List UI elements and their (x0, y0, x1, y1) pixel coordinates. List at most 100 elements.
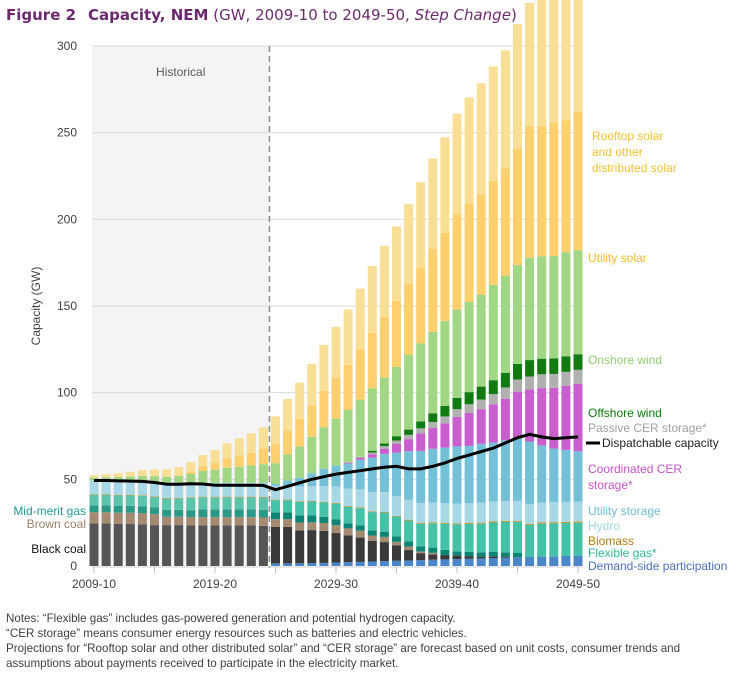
bar-segment-hydro (561, 501, 571, 522)
bar-stack-2018-19 (198, 455, 208, 566)
bar-segment-biomass (258, 497, 268, 498)
bar-segment-utility-solar (573, 111, 583, 251)
bar-segment-coordinated-cer-storage (440, 423, 450, 448)
bar-segment-utility-solar (537, 126, 547, 257)
bar-segment-rooftop-solar-and-other-distributed-solar (428, 158, 438, 249)
bar-segment-coordinated-cer-storage (416, 433, 426, 451)
bar-segment-black-coal (416, 553, 426, 561)
bar-segment-brown-coal (404, 546, 414, 551)
bar-segment-hydro (283, 485, 293, 500)
bar-segment-rooftop-solar-and-other-distributed-solar (101, 474, 111, 478)
bar-segment-rooftop-solar-and-other-distributed-solar (210, 450, 220, 464)
legend-label-demand-side-participation: Demand-side participation (588, 559, 727, 573)
bar-segment-mid-merit-gas (331, 519, 341, 526)
bar-segment-onshore-wind (367, 388, 377, 451)
bar-segment-biomass (198, 496, 208, 498)
bar-segment-onshore-wind (513, 265, 522, 364)
bar-segment-passive-cer-storage (452, 409, 462, 417)
bar-segment-mid-merit-gas (416, 546, 426, 552)
bar-segment-passive-cer-storage (355, 456, 365, 459)
bar-segment-black-coal (186, 525, 196, 566)
bar-segment-flexible-gas (525, 524, 535, 557)
bar-segment-mid-merit-gas (488, 551, 498, 557)
bar-segment-mid-merit-gas (162, 509, 172, 517)
bar-segment-onshore-wind (319, 427, 329, 469)
bar-segment-passive-cer-storage (440, 416, 450, 424)
bar-segment-brown-coal (125, 512, 135, 525)
bar-segment-brown-coal (367, 535, 377, 541)
bar-segment-onshore-wind (537, 256, 547, 359)
x-tick-label: 2029-30 (314, 577, 358, 591)
bar-segment-black-coal (174, 525, 184, 566)
bar-segment-mid-merit-gas (186, 510, 196, 518)
bar-segment-utility-solar (283, 430, 293, 455)
bar-segment-mid-merit-gas (513, 553, 522, 558)
bar-segment-flexible-gas (198, 497, 208, 510)
bar-segment-flexible-gas (319, 502, 329, 517)
bar-segment-brown-coal (343, 528, 353, 536)
bar-segment-passive-cer-storage (464, 404, 474, 413)
bar-segment-biomass (428, 522, 438, 524)
bar-segment-brown-coal (319, 523, 329, 531)
bar-segment-hydro (162, 484, 172, 499)
bar-segment-black-coal (307, 530, 317, 564)
legend-label-brown-coal: Brown coal (27, 517, 86, 531)
bar-segment-mid-merit-gas (367, 530, 377, 536)
bar-stack-2028-29 (319, 344, 329, 566)
subtitle-suffix: ) (510, 6, 517, 24)
bar-segment-demand-side-participation (331, 562, 341, 566)
bar-segment-rooftop-solar-and-other-distributed-solar (416, 182, 426, 268)
legend-label-biomass: Biomass (588, 534, 634, 548)
figure-notes: Notes: “Flexible gas” includes gas-power… (6, 611, 746, 671)
bar-segment-biomass (186, 497, 196, 499)
bar-segment-mid-merit-gas (319, 516, 329, 524)
bar-segment-demand-side-participation (573, 555, 583, 566)
bar-segment-mid-merit-gas (355, 525, 365, 531)
bar-segment-coordinated-cer-storage (428, 428, 438, 449)
bar-segment-onshore-wind (113, 477, 123, 481)
bar-segment-passive-cer-storage (549, 373, 559, 388)
bar-segment-offshore-wind (428, 413, 438, 422)
bar-segment-brown-coal (428, 552, 438, 555)
bar-stack-2031-32 (355, 288, 365, 566)
bar-stack-2035-36 (404, 204, 414, 566)
bar-segment-rooftop-solar-and-other-distributed-solar (440, 137, 450, 233)
bar-segment-flexible-gas (452, 524, 462, 552)
bar-segment-mid-merit-gas (101, 505, 111, 513)
bar-segment-utility-storage (355, 459, 365, 490)
bar-segment-coordinated-cer-storage (500, 398, 510, 441)
x-tick-label: 2019-20 (193, 577, 237, 591)
bar-segment-rooftop-solar-and-other-distributed-solar (283, 399, 293, 431)
bar-segment-black-coal (392, 545, 401, 561)
bar-segment-flexible-gas (186, 498, 196, 511)
bar-segment-black-coal (355, 537, 365, 562)
bar-segment-rooftop-solar-and-other-distributed-solar (186, 462, 196, 472)
bar-segment-rooftop-solar-and-other-distributed-solar (319, 344, 329, 391)
bar-segment-demand-side-participation (525, 556, 535, 566)
bar-segment-hydro (452, 503, 462, 524)
bar-segment-demand-side-participation (404, 560, 414, 566)
bar-segment-flexible-gas (258, 497, 268, 510)
bar-segment-hydro (513, 500, 522, 521)
bar-segment-demand-side-participation (488, 558, 498, 566)
bar-segment-biomass (573, 521, 583, 523)
bar-segment-hydro (404, 499, 414, 520)
bar-segment-black-coal (464, 556, 474, 559)
bar-segment-hydro (488, 501, 498, 522)
bar-segment-biomass (319, 501, 329, 503)
bar-segment-onshore-wind (234, 466, 244, 483)
bar-segment-rooftop-solar-and-other-distributed-solar (392, 226, 401, 301)
bar-segment-passive-cer-storage (367, 452, 377, 455)
bar-segment-demand-side-participation (428, 559, 438, 566)
bar-segment-onshore-wind (428, 331, 438, 414)
bar-stack-2015-16 (162, 469, 172, 566)
bar-segment-hydro (500, 501, 510, 521)
bar-segment-utility-solar (513, 148, 522, 266)
bar-segment-flexible-gas (428, 523, 438, 548)
legend-label-utility-solar: Utility solar (588, 251, 647, 265)
bar-segment-hydro (113, 480, 123, 495)
bar-segment-mid-merit-gas (343, 523, 353, 529)
bar-stack-2012-13 (125, 471, 135, 566)
bar-segment-coordinated-cer-storage (488, 404, 498, 443)
bar-segment-onshore-wind (331, 418, 341, 466)
